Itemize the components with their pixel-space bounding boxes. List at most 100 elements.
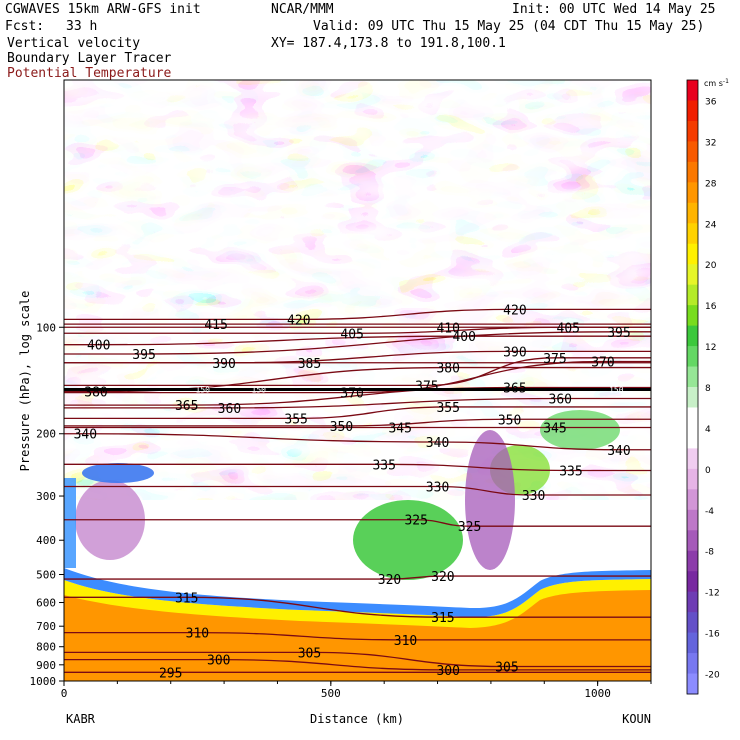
theta-label: 315: [175, 591, 198, 606]
theta-contour-355: [64, 406, 651, 420]
updraft-core-3: [540, 410, 620, 450]
y-tick-label: 100: [36, 321, 56, 334]
colorbar-swatch: [687, 632, 698, 654]
fcst-label: Fcst:: [5, 19, 45, 34]
theta-contour-400: [64, 335, 651, 346]
theta-label: 305: [495, 661, 518, 676]
theta-contour-420: [64, 308, 651, 321]
colorbar-swatch: [687, 284, 698, 306]
colorbar-tick-label: 12: [705, 343, 716, 353]
tracer-label: 150: [252, 386, 267, 395]
theta-label: 305: [298, 646, 321, 661]
theta-label: 400: [452, 330, 475, 345]
theta-label: 400: [87, 339, 110, 354]
colorbar-swatch: [687, 571, 698, 593]
theta-label: 325: [458, 520, 481, 535]
colorbar-swatch: [687, 223, 698, 245]
colorbar-tick-label: 28: [705, 179, 717, 189]
theta-label: 375: [543, 352, 566, 367]
y-tick-label: 1000: [30, 675, 57, 688]
x-tick-label: 500: [321, 687, 341, 700]
field-boundary-layer-tracer: Boundary Layer Tracer: [7, 51, 172, 66]
colorbar-swatch: [687, 161, 698, 183]
init-time: Init: 00 UTC Wed 14 May 25: [512, 2, 716, 17]
colorbar-swatch: [687, 673, 698, 695]
theta-label: 335: [559, 464, 582, 479]
y-tick-label: 500: [36, 569, 56, 582]
colorbar-tick-label: 36: [705, 97, 717, 107]
colorbar-swatch: [687, 612, 698, 634]
theta-label: 385: [298, 357, 321, 372]
colorbar-tick-label: -12: [705, 589, 720, 599]
colorbar-swatch: [687, 202, 698, 224]
colorbar-tick-label: 8: [705, 384, 711, 394]
theta-label: 300: [436, 664, 459, 679]
colorbar-swatch: [687, 141, 698, 163]
theta-label: 395: [132, 348, 155, 363]
y-tick-label: 300: [36, 490, 56, 503]
colorbar-tick-label: -20: [705, 671, 720, 681]
theta-contour-330: [64, 485, 651, 496]
colorbar-swatch: [687, 550, 698, 572]
colorbar-swatch: [687, 653, 698, 675]
colorbar-units: cm s-1: [704, 78, 729, 88]
model-title: CGWAVES 15km ARW-GFS init: [5, 2, 201, 17]
colorbar-tick-label: -8: [705, 548, 714, 558]
theta-label: 315: [431, 611, 454, 626]
theta-label: 320: [431, 570, 454, 585]
colorbar-swatch: [687, 407, 698, 429]
theta-label: 405: [340, 327, 363, 342]
colorbar-tick-label: 16: [705, 302, 717, 312]
theta-label: 420: [287, 313, 310, 328]
tracer-label: 150: [609, 386, 624, 395]
theta-contour-365: [64, 386, 651, 406]
terrain-floor: [64, 668, 651, 681]
theta-contour-300: [64, 658, 651, 671]
theta-label: 340: [426, 436, 449, 451]
blue-edge-left: [64, 478, 76, 568]
theta-contour-375: [64, 357, 651, 387]
theta-label: 375: [415, 379, 438, 394]
colorbar-tick-label: 32: [705, 138, 716, 148]
downdraft-core-1: [465, 430, 515, 570]
colorbar-swatch: [687, 448, 698, 470]
theta-label: 420: [503, 303, 526, 318]
colorbar-tick-label: -4: [705, 507, 714, 517]
theta-label: 370: [340, 387, 363, 402]
valid-time: Valid: 09 UTC Thu 15 May 25 (04 CDT Thu …: [313, 19, 705, 34]
y-tick-label: 800: [36, 641, 56, 654]
colorbar: 36 32 28 24 20 16 12 8 4 0 -4 -8 -12 -16 -20: [686, 79, 720, 695]
theta-label: 380: [84, 386, 107, 401]
theta-contour-340: [64, 433, 651, 451]
y-tick-label: 700: [36, 620, 56, 633]
theta-label: 310: [186, 627, 209, 642]
fcst-value: 33 h: [66, 19, 98, 34]
theta-label: 295: [159, 666, 182, 681]
theta-contour-395: [64, 331, 651, 355]
tracer-blob: [82, 463, 154, 483]
theta-label: 330: [522, 489, 545, 504]
colorbar-swatch: [687, 305, 698, 327]
theta-label: 335: [372, 458, 395, 473]
theta-contour-320: [64, 575, 651, 580]
tracer-label: 150: [196, 386, 211, 395]
theta-label: 350: [498, 413, 521, 428]
colorbar-tick-label: 20: [705, 261, 717, 271]
boundary-layer-orange: [64, 584, 651, 681]
theta-label: 340: [74, 428, 97, 443]
theta-label: 330: [426, 481, 449, 496]
theta-contour-310: [64, 632, 651, 641]
theta-contour-305: [64, 651, 651, 668]
colorbar-swatch: [687, 530, 698, 552]
theta-label: 310: [394, 634, 417, 649]
endpoint-left: KABR: [66, 712, 96, 726]
colorbar-swatch: [687, 468, 698, 490]
plot-frame: [63, 79, 652, 682]
colorbar-swatch: [687, 427, 698, 449]
colorbar-frame: [686, 79, 699, 695]
boundary-layer-blue-edge: [64, 568, 651, 618]
y-axis: 100 200 300 400 500 600 700 800 900 1000: [30, 321, 64, 688]
theta-label: 380: [436, 362, 459, 377]
field-vertical-velocity: Vertical velocity: [7, 36, 141, 51]
theta-contour-390: [64, 350, 651, 364]
